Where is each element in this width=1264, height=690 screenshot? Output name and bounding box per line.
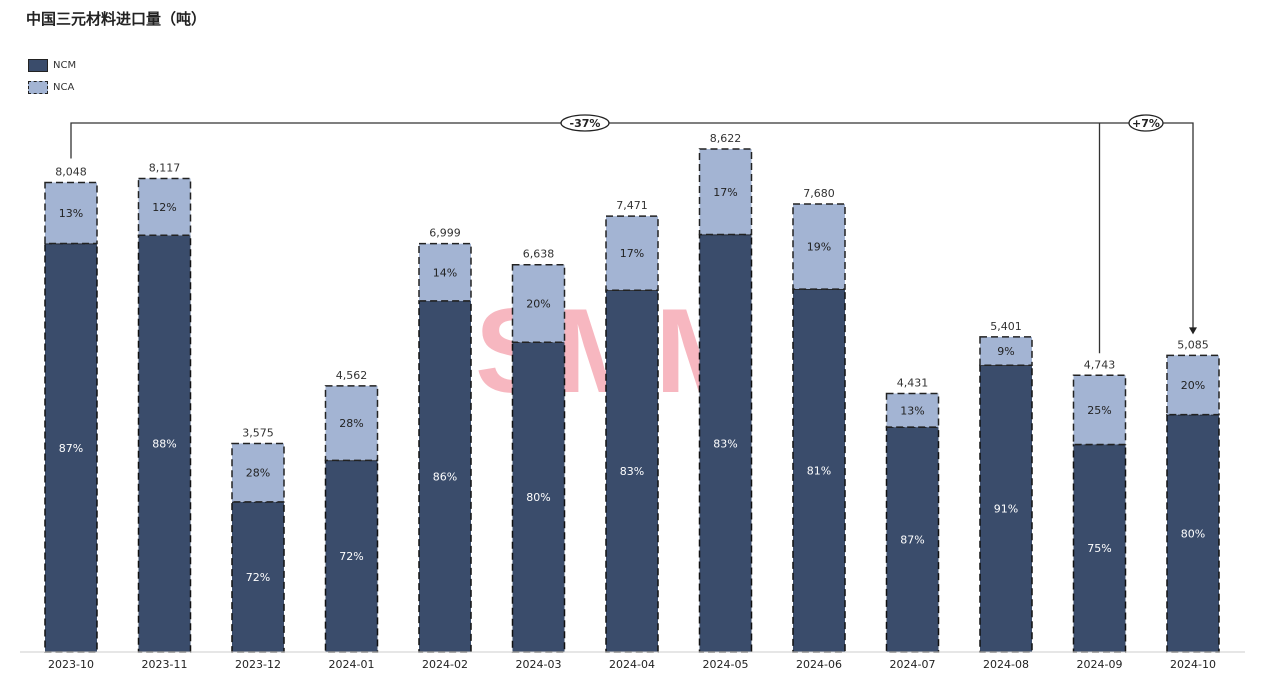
data-label-ncm: 81% [807,465,831,478]
data-label-nca: 13% [900,404,924,417]
bar-nca [137,177,192,237]
data-label-nca: 28% [339,417,363,430]
bar-nca [792,203,846,290]
total-label: 6,638 [523,248,555,261]
data-label-ncm: 83% [620,465,644,478]
bar-nca [1166,354,1220,416]
data-label-ncm: 87% [900,534,924,547]
bar-ncm [231,501,285,653]
annotation-badge [560,114,610,132]
data-label-nca: 19% [807,241,831,254]
total-label: 8,048 [55,165,87,178]
annotation-bracket-long [70,122,1194,330]
legend-swatch-ncm [28,58,48,72]
x-tick-label: 2023-12 [235,658,281,671]
total-label: 5,085 [1177,338,1209,351]
total-label: 5,401 [990,320,1022,333]
total-label: 4,562 [336,369,368,382]
bar-nca [698,148,753,236]
total-label: 7,680 [803,187,835,200]
x-tick-label: 2023-11 [142,658,188,671]
data-label-nca: 14% [433,266,457,279]
bar-nca [979,336,1033,367]
data-label-nca: 13% [59,207,83,220]
bar-ncm [698,233,753,653]
data-label-nca: 17% [620,247,644,260]
bar-ncm [605,289,659,653]
x-tick-label: 2024-02 [422,658,468,671]
data-label-ncm: 91% [994,503,1018,516]
bar-nca [44,181,98,245]
data-label-nca: 20% [526,297,550,310]
annotation-label: +7% [1132,117,1160,130]
x-tick-label: 2024-01 [329,658,375,671]
data-label-ncm: 72% [246,571,270,584]
data-label-nca: 25% [1087,404,1111,417]
chart-title: 中国三元材料进口量（吨） [26,10,207,28]
legend-label-ncm: NCM [53,59,77,71]
x-tick-label: 2024-10 [1170,658,1216,671]
data-label-nca: 20% [1181,379,1205,392]
bar-ncm [792,288,846,653]
legend-item-nca: NCA [28,76,76,98]
data-label-nca: 9% [997,345,1014,358]
data-label-ncm: 80% [1181,527,1205,540]
data-label-nca: 17% [713,186,737,199]
x-tick-label: 2024-06 [796,658,842,671]
legend: NCM NCA [28,54,76,98]
data-label-nca: 12% [152,201,176,214]
bar-ncm [44,242,98,653]
legend-label-nca: NCA [53,81,75,93]
total-label: 8,622 [710,132,742,145]
data-label-ncm: 87% [59,442,83,455]
total-label: 6,999 [429,227,461,240]
x-tick-label: 2024-08 [983,658,1029,671]
x-tick-label: 2024-03 [516,658,562,671]
bar-nca [418,242,472,302]
total-label: 4,431 [897,376,929,389]
x-tick-label: 2024-05 [703,658,749,671]
bar-ncm [511,341,566,653]
bar-nca [511,263,566,343]
data-label-ncm: 88% [152,438,176,451]
annotation-label: -37% [570,117,601,130]
x-tick-label: 2024-09 [1077,658,1123,671]
x-tick-label: 2024-04 [609,658,655,671]
total-label: 4,743 [1084,358,1116,371]
data-label-ncm: 75% [1087,542,1111,555]
x-tick-label: 2023-10 [48,658,94,671]
bar-nca [324,385,379,462]
bar-nca [605,215,659,291]
bar-ncm [418,300,472,653]
data-label-ncm: 80% [526,491,550,504]
arrow-head-icon [1189,327,1197,335]
legend-item-ncm: NCM [28,54,76,76]
total-label: 3,575 [242,426,274,439]
total-label: 8,117 [149,161,181,174]
bar-nca [885,392,940,428]
data-label-ncm: 72% [339,550,363,563]
total-label: 7,471 [616,199,648,212]
data-label-ncm: 83% [713,437,737,450]
bar-nca [1072,374,1127,446]
bar-nca [231,442,285,503]
data-label-ncm: 86% [433,470,457,483]
bar-ncm [324,459,379,653]
annotation-badge [1128,114,1164,132]
bar-ncm [1072,443,1127,653]
data-label-nca: 28% [246,467,270,480]
legend-swatch-nca [28,80,48,94]
x-tick-label: 2024-07 [890,658,936,671]
